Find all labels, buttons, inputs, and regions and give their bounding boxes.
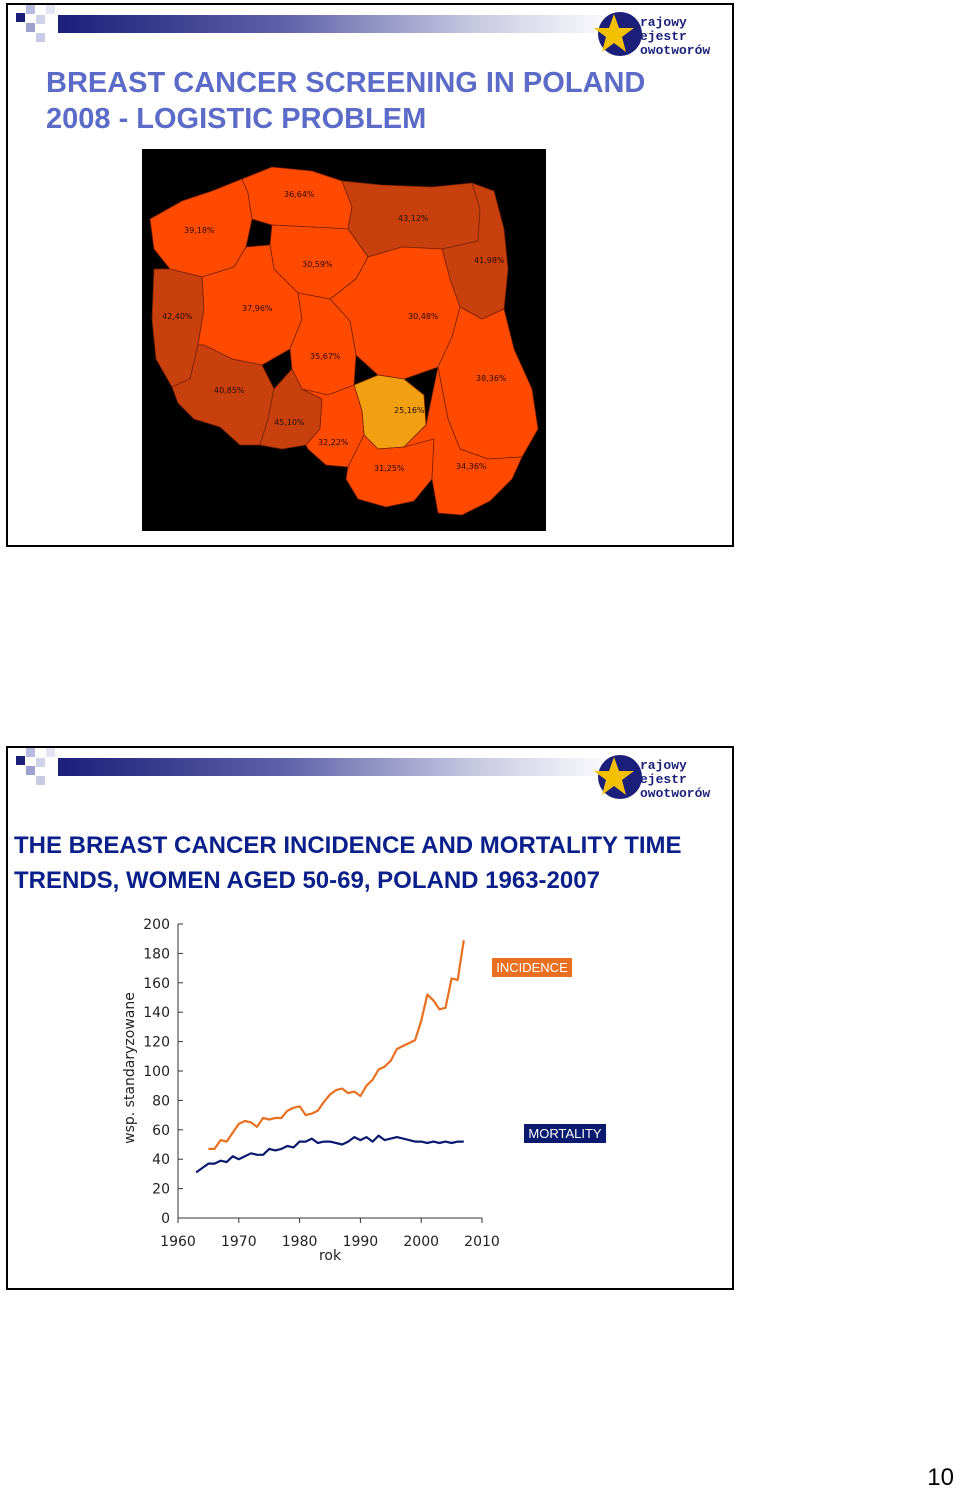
slide-1: rajowy ejestr owotworów BREAST CANCER SC…	[6, 3, 734, 547]
logo-text-line-3: owotworów	[640, 786, 711, 801]
legend-label-incidence: INCIDENCE	[496, 960, 568, 975]
decor-square	[36, 15, 45, 24]
slide-2: rajowy ejestr owotworów THE BREAST CANCE…	[6, 746, 734, 1290]
y-tick-label: 120	[143, 1035, 170, 1051]
slide-2-title-line-2: TRENDS, WOMEN AGED 50-69, POLAND 1963-20…	[14, 867, 600, 894]
map-region-label-zachodniopomorskie: 39,18%	[184, 226, 215, 235]
x-tick-label: 2000	[403, 1234, 439, 1250]
legend-box-incidence	[492, 958, 572, 977]
y-tick-label: 60	[152, 1123, 170, 1139]
map-region-label-opolskie: 45,10%	[274, 418, 305, 427]
y-axis-label: wsp. standaryzowane	[122, 992, 138, 1144]
map-region-podkarpackie	[402, 366, 523, 516]
map-region-label-lodzkie: 35,67%	[310, 352, 341, 361]
map-region-slaskie	[301, 384, 365, 468]
map-region-label-wielkopolskie: 37,96%	[242, 304, 273, 313]
map-region-label-warminsko-mazurskie: 43,12%	[398, 214, 429, 223]
decor-square	[16, 13, 25, 22]
series-line-mortality	[195, 1134, 464, 1174]
map-region-label-malopolskie: 31,25%	[374, 464, 405, 473]
decor-square	[26, 23, 35, 32]
map-region-label-lubuskie: 42,40%	[162, 312, 193, 321]
trend-line-chart: 0 20 40 60 80 100 120 140 160 180 200 1960 1970 1980 1…	[122, 917, 606, 1264]
y-tick-label: 0	[161, 1211, 170, 1227]
map-region-label-lubelskie: 38,36%	[476, 374, 507, 383]
map-region-label-podlaskie: 41,98%	[474, 256, 505, 265]
map-region-label-mazowieckie: 30,48%	[408, 312, 439, 321]
decor-square	[26, 766, 35, 775]
map-region-label-slaskie: 32,22%	[318, 438, 349, 447]
poland-map: 39,18% 36,64% 43,12% 41,98% 30,59% 42,40% 37,9…	[142, 149, 546, 531]
registry-logo: rajowy ejestr owotworów	[592, 8, 728, 64]
poland-map-svg: 39,18% 36,64% 43,12% 41,98% 30,59% 42,40% 37,9…	[149, 166, 539, 516]
x-tick-label: 1970	[221, 1234, 257, 1250]
map-region-label-kujawsko-pomorskie: 30,59%	[302, 260, 333, 269]
slide-header-bar	[8, 5, 732, 49]
x-tick-label: 1980	[282, 1234, 318, 1250]
logo-text-line-1: rajowy	[640, 758, 687, 773]
decor-square	[16, 756, 25, 765]
slide-header-bar	[8, 748, 732, 792]
star-logo-icon	[594, 12, 642, 56]
y-tick-label: 140	[143, 1005, 170, 1021]
x-tick-label: 1990	[343, 1234, 379, 1250]
decor-square	[26, 748, 35, 757]
y-tick-label: 80	[152, 1093, 170, 1109]
map-region-label-dolnoslaskie: 40,85%	[214, 386, 245, 395]
y-tick-label: 180	[143, 946, 170, 962]
decor-square	[36, 776, 45, 785]
legend-label-mortality: MORTALITY	[528, 1126, 602, 1141]
decor-square	[26, 5, 35, 14]
x-tick-label: 1960	[160, 1234, 196, 1250]
header-gradient-bar	[58, 758, 618, 776]
decor-square	[46, 5, 55, 14]
map-region-label-podkarpackie: 34,36%	[456, 462, 487, 471]
registry-logo: rajowy ejestr owotworów	[592, 751, 728, 807]
slide-1-title-line-2: 2008 - LOGISTIC PROBLEM	[46, 103, 427, 135]
logo-text-line-1: rajowy	[640, 15, 687, 30]
map-region-label-pomorskie: 36,64%	[284, 190, 315, 199]
slide-2-title: THE BREAST CANCER INCIDENCE AND MORTALIT…	[14, 828, 682, 898]
decor-square	[36, 758, 45, 767]
y-tick-label: 200	[143, 917, 170, 933]
logo-text-line-2: ejestr	[640, 29, 687, 44]
logo-text-line-2: ejestr	[640, 772, 687, 787]
header-gradient-bar	[58, 15, 618, 33]
x-tick-label: 2010	[464, 1234, 500, 1250]
map-region-malopolskie	[345, 424, 435, 508]
map-region-label-swietokrzyskie: 25,16%	[394, 406, 425, 415]
page-number: 10	[927, 1464, 954, 1491]
star-logo-icon	[594, 755, 642, 799]
y-tick-label: 160	[143, 976, 170, 992]
series-line-incidence	[208, 940, 465, 1150]
decor-square	[46, 748, 55, 757]
y-tick-label: 40	[152, 1152, 170, 1168]
slide-2-title-line-1: THE BREAST CANCER INCIDENCE AND MORTALIT…	[14, 832, 682, 859]
x-axis-label: rok	[319, 1248, 342, 1264]
logo-text-line-3: owotworów	[640, 43, 711, 58]
slide-1-title-line-1: BREAST CANCER SCREENING IN POLAND	[46, 67, 646, 99]
decor-square	[36, 33, 45, 42]
legend-box-mortality	[524, 1124, 606, 1143]
map-region-zachodniopomorskie	[149, 178, 253, 278]
y-tick-label: 20	[152, 1182, 170, 1198]
y-tick-label: 100	[143, 1064, 170, 1080]
slide-1-title: BREAST CANCER SCREENING IN POLAND 2008 -…	[46, 65, 645, 137]
